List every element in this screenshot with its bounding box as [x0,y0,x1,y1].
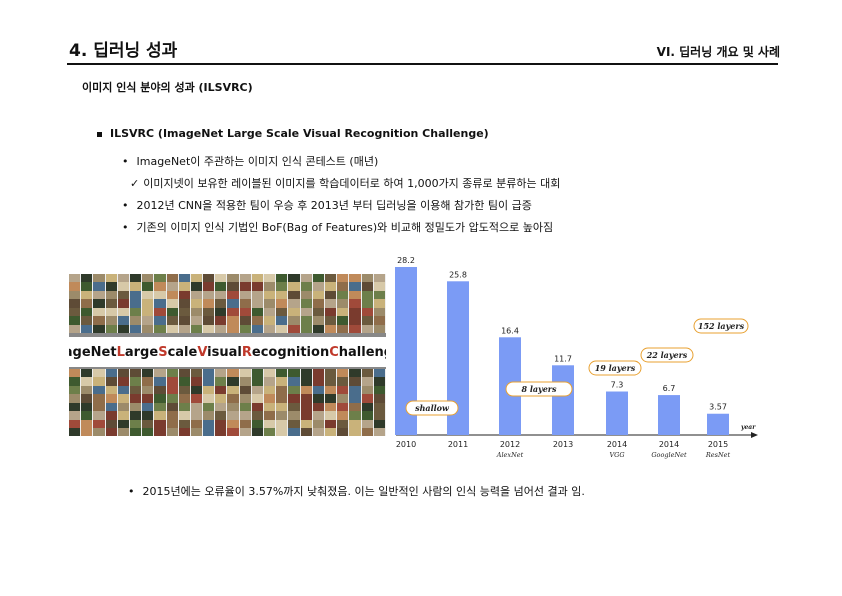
x-axis-label: year [740,424,756,431]
layer-annotation-label: shallow [415,403,450,413]
layer-annotation-box [588,360,642,376]
sub-bullet: • 기존의 이미지 인식 기법인 BoF(Bag of Features)와 비교… [122,219,553,235]
check-icon: ✓ [130,177,140,190]
imagenet-photo-collage: ImageNet Large Scale Visual Recognition … [69,274,386,436]
layer-annotation-box [405,400,459,416]
bar-value-label: 28.2 [397,256,415,265]
chapter-label: VI. 딥러닝 개요 및 사례 [656,45,780,59]
bar-value-label: 6.7 [663,384,676,393]
x-tick-label: 2015 [708,440,728,449]
bar [658,395,680,435]
square-bullet-icon [97,131,102,137]
check-bullet: ✓ 이미지넷이 보유한 레이블된 이미지를 학습데이터로 하여 1,000가지 종… [130,175,560,191]
summary-bullet: • 2015년에는 오류율이 3.57%까지 낮춰졌음. 이는 일반적인 사람의 … [128,483,585,499]
x-tick-label: 2012 [500,440,520,449]
bullet-marker: • [128,485,135,498]
bar [707,413,729,435]
layer-annotation-box [693,318,749,334]
sub-bullet-text: ImageNet이 주관하는 이미지 인식 콘테스트 (매년) [136,155,379,168]
banner-word: Recognition [241,344,330,360]
photo-mosaic-top [69,274,386,333]
section-title: 이미지 인식 분야의 성과 (ILSVRC) [82,81,253,94]
bar-value-label: 16.4 [501,326,519,335]
bar-value-label: 11.7 [554,354,572,363]
error-rate-bar-chart: year 28.2 2010 25.8 2011 16.4 2012 AlexNet 11.7 2… [395,256,758,459]
bar-value-label: 25.8 [449,270,467,279]
banner-word: Scale [158,344,198,360]
page-title: 4. 딥러닝 성과 [69,41,178,61]
x-tick-label: 2011 [448,440,468,449]
bullet-marker: • [122,199,129,212]
sub-bullet-text: 기존의 이미지 인식 기법인 BoF(Bag of Features)와 비교해… [136,221,554,234]
imagenet-banner: ImageNet Large Scale Visual Recognition … [69,337,386,367]
layer-annotation-label: 8 layers [521,384,557,394]
x-tick-label: 2014 [607,440,627,449]
sub-bullet: • ImageNet이 주관하는 이미지 인식 콘테스트 (매년) [122,153,378,169]
main-bullet-text: ILSVRC (ImageNet Large Scale Visual Reco… [110,127,489,140]
banner-word: ImageNet [69,344,117,360]
banner-word: Challenges [329,344,386,360]
layer-annotation-box [505,381,573,397]
sub-bullet: • 2012년 CNN을 적용한 팀이 우승 후 2013년 부터 딥러닝을 이용… [122,197,532,213]
x-tick-label: 2013 [553,440,573,449]
banner-word: Large [116,344,159,360]
layer-annotation-label: 152 layers [698,321,745,331]
bullet-marker: • [122,155,129,168]
layer-annotation-label: 22 layers [646,350,688,360]
model-name-label: GoogleNet [651,451,687,459]
x-axis-arrow [751,432,758,438]
photo-mosaic-bottom [69,369,386,436]
main-bullet: ILSVRC (ImageNet Large Scale Visual Reco… [97,127,489,140]
sub-bullet-text: 이미지넷이 보유한 레이블된 이미지를 학습데이터로 하여 1,000가지 종류… [143,177,561,190]
bar [606,391,628,435]
x-tick-label: 2014 [659,440,679,449]
header-divider [67,63,778,65]
layer-annotation-label: 19 layers [595,363,636,373]
summary-text: 2015년에는 오류율이 3.57%까지 낮춰졌음. 이는 일반적인 사람의 인… [142,485,585,498]
layer-annotation-box [640,347,694,363]
model-name-label: VGG [609,451,624,459]
bullet-marker: • [122,221,129,234]
bar-value-label: 3.57 [709,403,727,412]
bar-value-label: 7.3 [611,381,624,390]
bar [447,281,469,435]
bar [395,267,417,435]
model-name-label: ResNet [705,451,731,459]
banner-word: Visual [197,344,242,360]
sub-bullet-text: 2012년 CNN을 적용한 팀이 우승 후 2013년 부터 딥러닝을 이용해… [136,199,532,212]
x-tick-label: 2010 [396,440,416,449]
model-name-label: AlexNet [496,451,524,459]
bar [552,365,574,435]
